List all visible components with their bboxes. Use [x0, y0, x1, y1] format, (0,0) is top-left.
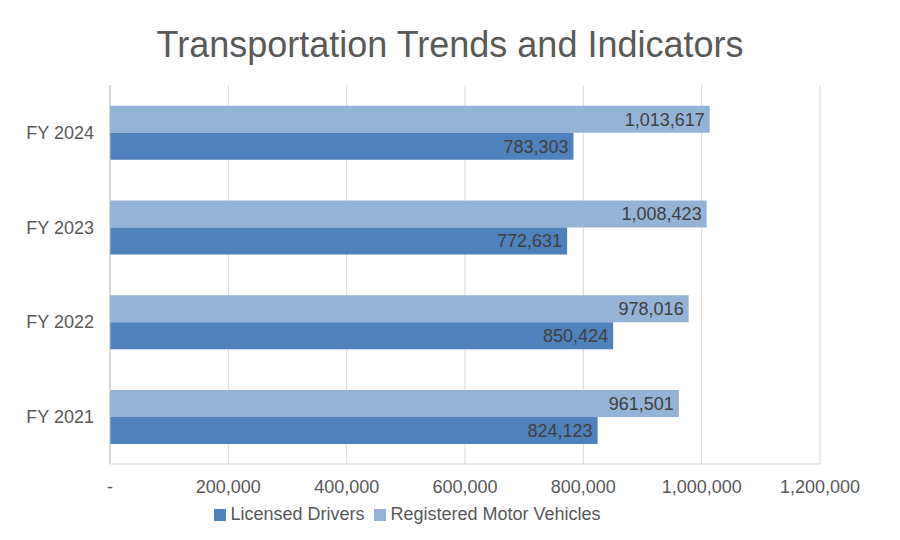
svg-text:FY 2022: FY 2022 — [26, 312, 94, 332]
svg-text:200,000: 200,000 — [196, 477, 261, 497]
svg-text:961,501: 961,501 — [609, 394, 674, 414]
svg-text:772,631: 772,631 — [497, 231, 562, 251]
html-text:Registered Motor Vehicles: Registered Motor Vehicles — [390, 504, 601, 524]
svg-text:-: - — [107, 477, 113, 497]
svg-text:FY 2023: FY 2023 — [26, 218, 94, 238]
svg-text:1,013,617: 1,013,617 — [625, 110, 705, 130]
svg-text:600,000: 600,000 — [432, 477, 497, 497]
html-text:Licensed Drivers: Licensed Drivers — [230, 504, 365, 524]
svg-text:400,000: 400,000 — [314, 477, 379, 497]
svg-text:850,424: 850,424 — [543, 326, 608, 346]
html-text:Transportation Trends and Indi: Transportation Trends and Indicators — [156, 24, 744, 65]
svg-text:978,016: 978,016 — [619, 299, 684, 319]
svg-text:1,200,000: 1,200,000 — [780, 477, 860, 497]
svg-text:1,000,000: 1,000,000 — [662, 477, 742, 497]
svg-text:FY 2024: FY 2024 — [26, 123, 94, 143]
svg-text:783,303: 783,303 — [503, 137, 568, 157]
svg-text:1,008,423: 1,008,423 — [622, 204, 702, 224]
svg-text:800,000: 800,000 — [551, 477, 616, 497]
svg-text:824,123: 824,123 — [528, 421, 593, 441]
svg-text:FY 2021: FY 2021 — [26, 407, 94, 427]
